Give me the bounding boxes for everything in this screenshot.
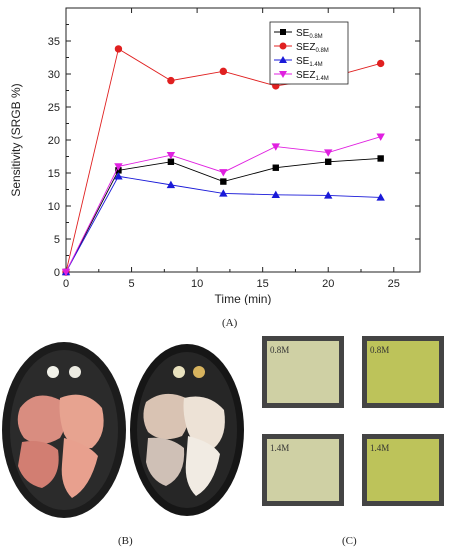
chart-axes: 0 5 10 15 20 25 0 5 10 15 20 25 30 35 — [48, 7, 421, 290]
sensitivity-line-chart: 0 5 10 15 20 25 0 5 10 15 20 25 30 35 SE0.8MSEZ0.8MSE… — [9, 7, 421, 305]
data-point — [61, 268, 71, 277]
x-tick-label: 15 — [257, 278, 269, 290]
sensor-label-bottom-right: 1.4M — [370, 443, 390, 453]
data-point — [219, 67, 228, 76]
x-tick-label: 25 — [388, 278, 400, 290]
x-axis-title: Time (min) — [215, 292, 272, 305]
data-point — [376, 133, 385, 141]
y-tick-label: 20 — [48, 135, 60, 147]
sensor-label-top-left: 0.8M — [270, 345, 290, 355]
y-tick-label: 30 — [48, 69, 60, 81]
data-point — [219, 189, 228, 197]
y-tick-label: 15 — [48, 168, 60, 180]
sensor-sez-0.8m: 0.8M — [362, 336, 444, 408]
data-point — [271, 190, 280, 198]
sensor-label-bottom-left: 1.4M — [270, 443, 290, 453]
y-axis-title: Sensitivity (SRGB %) — [9, 83, 23, 196]
x-tick-label: 5 — [128, 278, 134, 290]
series-3 — [61, 133, 385, 277]
data-point — [376, 193, 385, 201]
y-tick-label: 0 — [54, 267, 60, 279]
y-tick-label: 5 — [54, 234, 60, 246]
series-line — [65, 136, 381, 273]
data-point — [219, 169, 228, 177]
y-tick-label: 25 — [48, 102, 60, 114]
data-point — [166, 180, 176, 189]
data-point — [272, 164, 279, 171]
sensor-label-top-right: 0.8M — [370, 345, 390, 355]
data-point — [167, 158, 175, 165]
data-point — [377, 155, 384, 162]
y-tick-label: 10 — [48, 201, 60, 213]
series-2 — [61, 172, 385, 276]
data-point — [271, 143, 280, 151]
panel-b-label: (B) — [118, 535, 133, 547]
legend-marker — [279, 71, 287, 78]
sensor-se-0.8m: 0.8M — [262, 336, 344, 408]
y-tick-label: 35 — [48, 36, 60, 48]
data-point — [324, 191, 333, 199]
panel-a-label: (A) — [222, 317, 238, 329]
sensor-se-1.4m: 1.4M — [262, 434, 344, 506]
x-tick-label: 0 — [63, 278, 69, 290]
x-tick-label: 20 — [322, 278, 334, 290]
x-tick-label: 10 — [191, 278, 203, 290]
data-point — [324, 149, 333, 157]
data-point — [325, 158, 332, 165]
data-point — [376, 59, 385, 68]
data-point — [167, 76, 175, 85]
meat-photo-left — [2, 342, 126, 518]
panel-c-label: (C) — [342, 535, 357, 547]
data-point — [114, 172, 123, 180]
legend-marker — [279, 56, 287, 63]
meat-photo-right — [130, 344, 244, 516]
data-point — [220, 178, 227, 185]
data-point — [114, 45, 123, 53]
data-point — [114, 163, 123, 171]
legend-marker — [279, 42, 287, 50]
data-point — [166, 151, 176, 160]
sensor-sez-1.4m: 1.4M — [362, 434, 444, 506]
legend-marker — [280, 29, 286, 35]
